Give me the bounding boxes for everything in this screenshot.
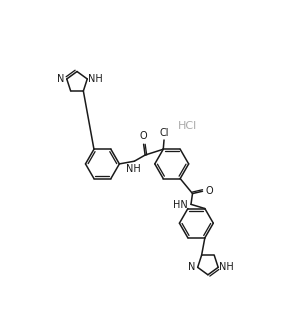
Text: NH: NH bbox=[126, 164, 141, 173]
Text: O: O bbox=[206, 186, 213, 196]
Text: N: N bbox=[57, 74, 64, 84]
Text: NH: NH bbox=[88, 74, 103, 84]
Text: O: O bbox=[140, 131, 147, 141]
Text: Cl: Cl bbox=[159, 128, 169, 139]
Text: NH: NH bbox=[219, 262, 234, 272]
Text: N: N bbox=[188, 262, 195, 272]
Text: HCl: HCl bbox=[178, 121, 197, 131]
Text: HN: HN bbox=[173, 200, 188, 210]
